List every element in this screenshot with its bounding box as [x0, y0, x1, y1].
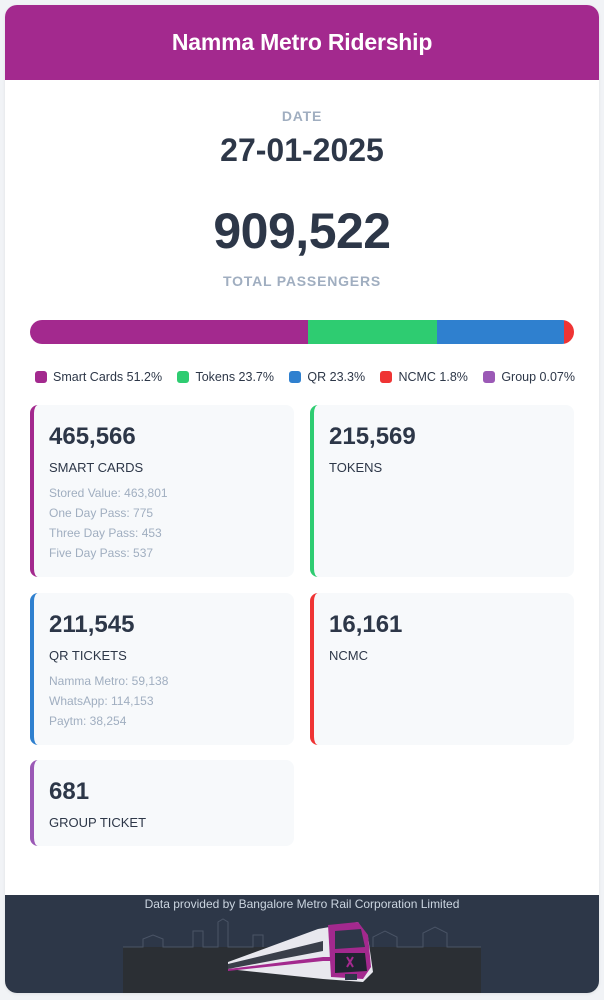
tile-label: GROUP TICKET: [49, 815, 147, 830]
total-passengers-label: TOTAL PASSENGERS: [222, 273, 381, 289]
footer-credit: Data provided by Bangalore Metro Rail Co…: [144, 897, 460, 911]
legend-item-ncmc: NCMC 1.8%: [380, 370, 468, 384]
tile-ncmc: 16,161 NCMC: [310, 593, 574, 745]
bar-segment-ncmc: [563, 320, 574, 344]
legend-label: Smart Cards 51.2%: [53, 370, 163, 384]
tile-label: NCMC: [329, 648, 368, 663]
tile-value: 215,569: [329, 423, 416, 450]
tile-label: QR TICKETS: [49, 648, 127, 663]
legend-item-group: Group 0.07%: [483, 370, 575, 384]
detail-three-day-pass: Three Day Pass: 453: [49, 526, 162, 540]
detail-paytm: Paytm: 38,254: [49, 714, 127, 728]
legend-item-smart-cards: Smart Cards 51.2%: [35, 370, 162, 384]
tile-tokens: 215,569 TOKENS: [310, 405, 574, 577]
tile-value: 211,545: [49, 611, 135, 638]
legend: Smart Cards 51.2% Tokens 23.7% QR 23.3% …: [35, 370, 575, 384]
date-label: DATE: [281, 108, 323, 124]
legend-swatch: [35, 371, 47, 383]
detail-whatsapp: WhatsApp: 114,153: [49, 694, 154, 708]
tile-value: 465,566: [49, 423, 136, 450]
metro-train-illustration: [123, 918, 481, 993]
detail-namma-metro: Namma Metro: 59,138: [49, 674, 169, 688]
tile-details: Namma Metro: 59,138 WhatsApp: 114,153 Pa…: [49, 671, 278, 731]
legend-label: QR 23.3%: [307, 370, 366, 384]
header: Namma Metro Ridership: [5, 5, 599, 80]
tile-group-ticket: 681 GROUP TICKET: [30, 760, 294, 846]
tile-qr-tickets: 211,545 QR TICKETS Namma Metro: 59,138 W…: [30, 593, 294, 745]
detail-stored-value: Stored Value: 463,801: [49, 486, 168, 500]
legend-item-tokens: Tokens 23.7%: [177, 370, 274, 384]
tile-smart-cards: 465,566 SMART CARDS Stored Value: 463,80…: [30, 405, 294, 577]
tile-label: TOKENS: [329, 460, 383, 475]
tile-details: Stored Value: 463,801 One Day Pass: 775 …: [49, 483, 278, 563]
bar-segment-smart-cards: [30, 320, 309, 344]
detail-one-day-pass: One Day Pass: 775: [49, 506, 154, 520]
tile-value: 681: [49, 778, 90, 805]
legend-swatch: [289, 371, 302, 383]
bar-segment-qr: [437, 320, 564, 344]
legend-swatch: [380, 371, 393, 383]
total-passengers-value: 909,522: [213, 203, 391, 259]
detail-five-day-pass: Five Day Pass: 537: [49, 546, 154, 560]
legend-swatch: [483, 371, 496, 383]
legend-label: NCMC 1.8%: [398, 370, 468, 384]
tile-label: SMART CARDS: [49, 460, 144, 475]
legend-swatch: [177, 371, 190, 383]
ridership-card: Namma Metro Ridership DATE 27-01-2025 90…: [5, 5, 599, 993]
bar-segment-tokens: [308, 320, 438, 344]
footer: Data provided by Bangalore Metro Rail Co…: [5, 895, 599, 993]
page-title: Namma Metro Ridership: [171, 29, 433, 55]
tile-value: 16,161: [329, 611, 403, 638]
legend-label: Group 0.07%: [501, 370, 575, 384]
legend-label: Tokens 23.7%: [195, 370, 274, 384]
share-bar: [30, 320, 574, 344]
date-value: 27-01-2025: [220, 132, 384, 168]
legend-item-qr: QR 23.3%: [289, 370, 365, 384]
